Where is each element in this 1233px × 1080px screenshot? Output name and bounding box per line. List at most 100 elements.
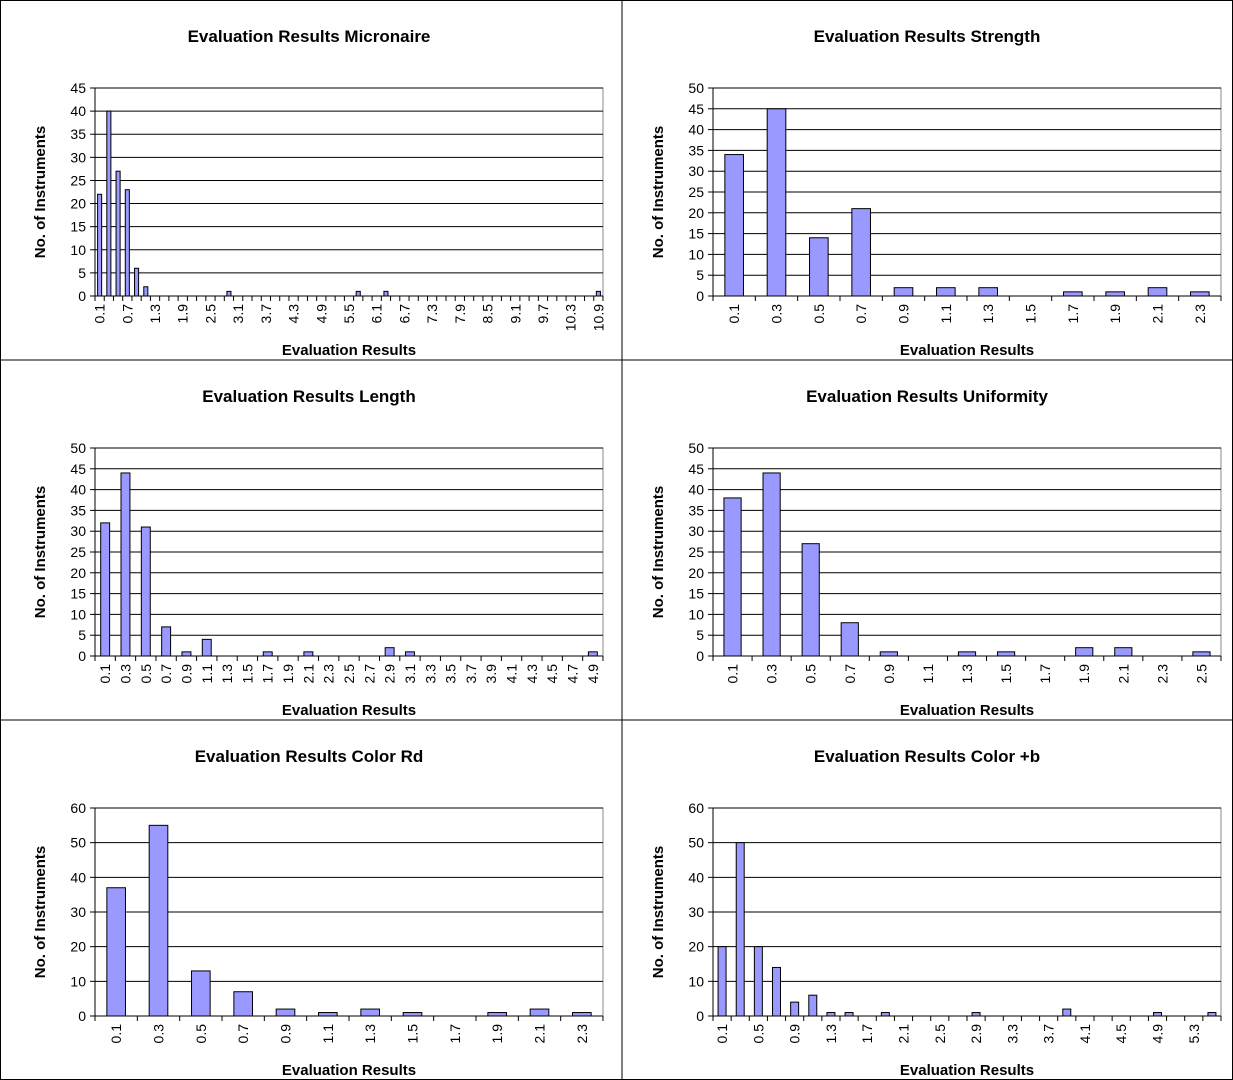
y-tick-label: 5 [78,265,86,281]
x-tick-label: 0.7 [158,664,174,684]
bar [595,290,601,297]
y-tick-label: 60 [70,800,86,816]
x-tick-label: 2.5 [341,664,357,684]
x-tick-label: 5.5 [341,304,357,324]
y-tick-label: 0 [78,648,86,664]
y-tick-label: 50 [688,440,704,456]
x-tick-label: 2.1 [1150,304,1166,324]
bar [762,472,781,657]
x-axis-title: Evaluation Results [282,1062,416,1079]
bar [1063,291,1083,297]
y-tick-label: 40 [70,103,86,119]
bar [587,651,598,657]
y-tick-label: 5 [78,627,86,643]
bar [996,651,1016,657]
bar [808,994,818,1017]
x-tick-label: 1.7 [1065,304,1081,324]
x-tick-label: 0.7 [853,304,869,324]
x-tick-label: 0.9 [278,1024,294,1044]
y-tick-label: 25 [70,172,86,188]
bar [826,1012,836,1017]
bar [840,622,859,657]
x-tick-label: 0.9 [787,1024,803,1044]
x-tick-label: 1.3 [219,664,235,684]
bar [772,966,781,1017]
bar [383,290,389,297]
y-tick-label: 0 [78,1008,86,1024]
x-tick-label: 4.5 [544,664,560,684]
x-tick-label: 3.7 [463,664,479,684]
bar [100,522,111,657]
y-tick-label: 35 [70,502,86,518]
x-tick-label: 2.7 [361,664,377,684]
y-tick-label: 30 [688,904,704,920]
x-tick-label: 2.5 [932,1024,948,1044]
x-tick-label: 1.1 [320,1024,336,1044]
x-tick-label: 3.3 [422,664,438,684]
bar [120,472,131,657]
bar [106,887,126,1017]
x-tick-label: 0.1 [725,664,741,684]
chart-title: Evaluation Results Color Rd [195,747,424,766]
bar [717,946,727,1017]
x-tick-label: 0.3 [117,664,133,684]
bar [1114,647,1133,657]
x-tick-label: 1.5 [405,1024,421,1044]
y-tick-label: 60 [688,800,704,816]
y-tick-label: 50 [70,835,86,851]
y-axis-title: No. of Instruments [650,486,667,619]
x-tick-label: 1.3 [980,304,996,324]
y-tick-label: 0 [696,1008,704,1024]
x-tick-label: 3.9 [483,664,499,684]
chart-title: Evaluation Results Strength [814,27,1041,46]
x-tick-label: 1.3 [959,664,975,684]
y-tick-label: 45 [70,80,86,96]
bar [879,651,898,657]
x-tick-label: 1.7 [447,1024,463,1044]
chart-title: Evaluation Results Color +b [814,747,1040,766]
x-tick-label: 1.7 [260,664,276,684]
bar [181,651,192,657]
x-tick-label: 2.9 [968,1024,984,1044]
y-axis-title: No. of Instruments [32,486,49,619]
bar [971,1012,981,1017]
y-tick-label: 10 [70,242,86,258]
x-tick-label: 1.1 [920,664,936,684]
y-tick-label: 20 [70,196,86,212]
x-tick-label: 4.9 [313,304,329,324]
y-tick-label: 40 [688,122,704,138]
x-tick-label: 2.5 [202,304,218,324]
x-tick-label: 9.1 [507,304,523,324]
y-tick-label: 0 [696,288,704,304]
x-tick-label: 0.1 [108,1024,124,1044]
bar [161,626,172,657]
bar [134,267,140,297]
x-tick-label: 1.3 [147,304,163,324]
bar [572,1012,592,1017]
x-tick-label: 3.3 [1004,1024,1020,1044]
chart-title: Evaluation Results Micronaire [188,27,431,46]
bar [143,286,149,297]
x-tick-label: 3.1 [402,664,418,684]
bar [201,638,212,657]
x-tick-label: 1.1 [199,664,215,684]
x-tick-label: 7.3 [424,304,440,324]
x-tick-label: 1.9 [1107,304,1123,324]
x-tick-label: 0.7 [119,304,135,324]
x-tick-label: 10.9 [590,304,606,331]
y-tick-label: 25 [688,184,704,200]
bar [957,651,977,657]
y-tick-label: 30 [70,523,86,539]
y-tick-label: 50 [688,835,704,851]
bar [1105,291,1125,297]
bar [1190,291,1210,297]
bar [1147,287,1168,297]
x-tick-label: 3.7 [1041,1024,1057,1044]
y-tick-label: 40 [70,869,86,885]
bar [790,1001,800,1017]
y-tick-label: 40 [70,482,86,498]
bar [978,287,998,297]
x-tick-label: 1.7 [859,1024,875,1044]
x-tick-label: 3.7 [258,304,274,324]
